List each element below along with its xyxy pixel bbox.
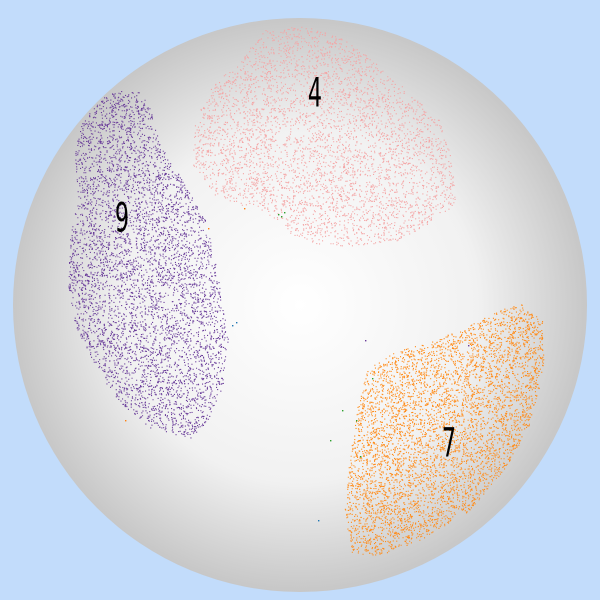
stray-point [356,420,358,422]
cluster-4-points [193,26,456,247]
stray-point [278,214,280,216]
stray-point [468,345,470,347]
stray-point [284,212,286,214]
stray-point [208,228,210,230]
cluster-label-9: 9 [115,194,129,241]
stray-point [244,208,246,210]
stray-point [342,410,344,412]
cluster-label-4: 4 [308,69,322,116]
cluster-7-points [344,304,545,556]
cluster-labels: 4 9 7 [115,69,456,466]
stray-point [236,322,238,324]
stray-point [372,378,374,380]
cluster-label-7: 7 [442,419,456,466]
sphere-background [13,18,587,592]
stray-points [125,208,470,522]
cluster-7-marks [344,304,545,556]
stray-point [232,325,234,327]
cluster-4-marks [193,26,456,247]
scatter-points [68,26,545,556]
stray-point [318,520,320,522]
cluster-9-marks [68,91,229,439]
cluster-9-points [68,91,229,439]
stray-point [281,216,283,218]
stray-point [365,340,367,342]
stray-point [125,420,127,422]
stray-point [360,456,362,458]
stray-point [330,440,332,442]
